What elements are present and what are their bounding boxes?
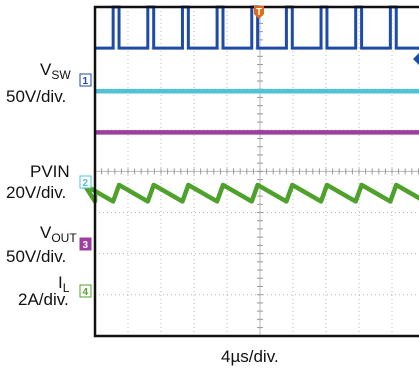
channel-labels: VSW 50V/div. PVIN 20V/div. VOUT 50V/div.…	[6, 60, 77, 309]
il-label: IL	[58, 273, 70, 295]
marker-ch4-text: 4	[83, 287, 89, 298]
vout-label: VOUT	[40, 223, 77, 245]
marker-ch3: 3	[79, 237, 92, 251]
marker-ch4-box	[79, 284, 92, 298]
vsw-scale: 50V/div.	[6, 87, 66, 106]
marker-ch1-box	[79, 73, 92, 87]
marker-ch3-text: 3	[83, 240, 89, 251]
time-division-label: 4µs/div.	[221, 347, 279, 366]
right-level-marker	[413, 53, 419, 65]
marker-ch4: 4	[79, 284, 92, 298]
pvin-scale: 20V/div.	[6, 183, 66, 202]
scope-screen	[82, 5, 419, 338]
marker-ch1: 1	[79, 73, 92, 87]
marker-ch2-text: 2	[83, 178, 89, 189]
trigger-marker-text: T	[256, 7, 262, 18]
marker-ch2: 2	[79, 175, 92, 189]
il-scale: 2A/div.	[18, 290, 69, 309]
trigger-marker-shape	[254, 6, 264, 19]
marker-ch2-box	[79, 175, 92, 189]
marker-ch1-text: 1	[83, 76, 89, 87]
vsw-label: VSW	[40, 60, 71, 82]
marker-ch3-box	[79, 237, 92, 251]
graticule	[94, 6, 419, 336]
trigger-marker: T	[254, 6, 264, 19]
pvin-label: PVIN	[30, 162, 70, 181]
vout-scale: 50V/div.	[6, 247, 66, 266]
channel-markers: 1 2 3 4 T	[79, 6, 419, 298]
trace-vout	[82, 182, 419, 204]
